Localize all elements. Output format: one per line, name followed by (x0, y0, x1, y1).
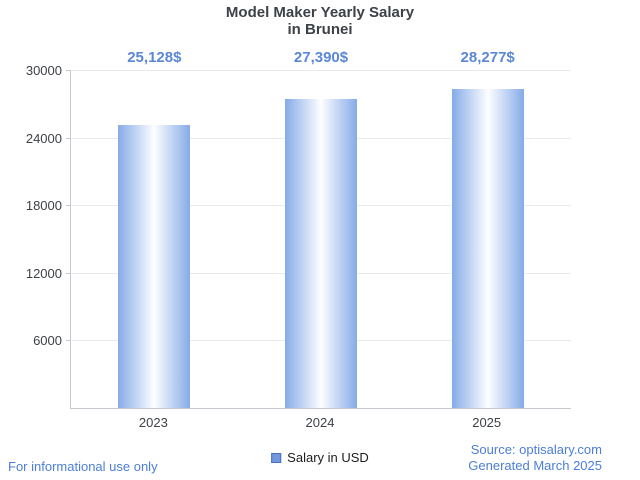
x-axis-labels: 2023 2024 2025 (70, 415, 570, 430)
legend-label: Salary in USD (287, 450, 369, 465)
y-axis-tick (66, 340, 71, 342)
y-axis-label: 18000 (25, 198, 62, 214)
x-axis-label-2025: 2025 (472, 415, 502, 430)
bar-columns: 25,128$ 27,390$ 28,277$ (71, 49, 571, 408)
x-axis-label-2024: 2024 (305, 415, 335, 430)
source-text: Source: optisalary.com (470, 442, 602, 457)
source-attribution: Source: optisalary.com Generated March 2… (468, 442, 602, 474)
y-axis-tick (66, 272, 71, 274)
bar-2023 (118, 124, 191, 408)
bar-2025 (451, 89, 524, 408)
x-axis-label-2023: 2023 (138, 415, 168, 430)
legend-swatch-icon (271, 452, 282, 463)
value-label-2023: 25,128$ (127, 49, 182, 66)
bar-column: 25,128$ (71, 49, 238, 408)
y-axis-label: 30000 (25, 63, 62, 78)
legend: Salary in USD (271, 450, 369, 465)
y-axis-label: 6000 (33, 333, 62, 349)
y-axis-label: 24000 (25, 130, 62, 146)
plot-area: 25,128$ 27,390$ 28,277$ (66, 49, 571, 409)
generated-text: Generated March 2025 (468, 458, 602, 473)
y-axis-tick (66, 70, 71, 71)
bar-column: 28,277$ (404, 49, 571, 408)
chart-title: Model Maker Yearly Salary in Brunei (0, 4, 640, 38)
chart-title-line2: in Brunei (287, 21, 353, 38)
bar-column: 27,390$ (238, 49, 405, 408)
y-axis-tick (66, 205, 71, 207)
bar-2024 (285, 99, 357, 408)
gridline (71, 70, 571, 71)
value-label-2025: 28,277$ (460, 49, 515, 66)
y-axis-label: 12000 (25, 265, 62, 281)
value-label-2024: 27,390$ (293, 49, 349, 66)
disclaimer-text: For informational use only (8, 459, 158, 474)
y-axis-tick (66, 137, 71, 139)
chart-title-line1: Model Maker Yearly Salary (225, 4, 415, 21)
